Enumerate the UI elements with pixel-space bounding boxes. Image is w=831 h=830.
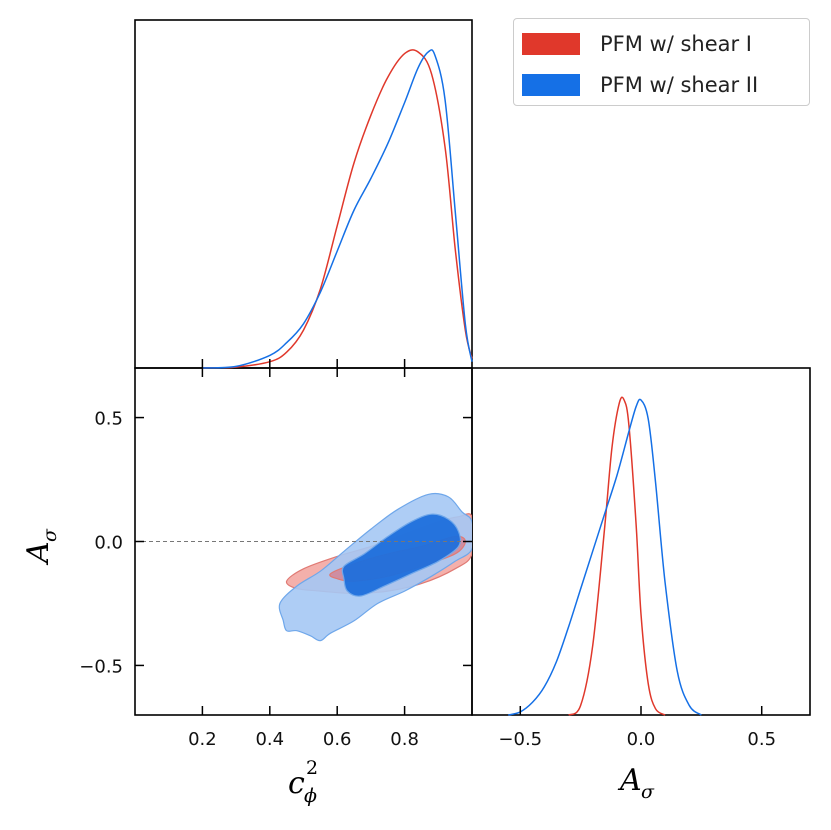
marginal-c-phi2-curves bbox=[202, 49, 473, 369]
curve-c-phi2-shear-i bbox=[202, 49, 473, 369]
y-axis-label-A-sigma: A σ bbox=[21, 528, 61, 566]
x-tick-label-c-phi2: 0.8 bbox=[390, 729, 419, 750]
legend: PFM w/ shear I PFM w/ shear II bbox=[513, 18, 810, 106]
joint-contours bbox=[278, 492, 472, 642]
x-tick-label-c-phi2: 0.4 bbox=[255, 729, 284, 750]
x-tick-label-A-sigma: 0.0 bbox=[627, 729, 656, 750]
axis-ticks: 0.2 0.4 0.6 0.8 0.5 0.0 −0.5 −0.5 0.0 0.5 bbox=[79, 359, 776, 750]
panel-marginal-A-sigma bbox=[471, 367, 811, 716]
panel-marginal-c-phi2 bbox=[134, 19, 473, 369]
legend-swatch-shear-i bbox=[522, 33, 580, 55]
marginal-A-sigma-curves bbox=[508, 396, 702, 716]
legend-label-shear-ii: PFM w/ shear II bbox=[600, 73, 759, 97]
curve-A-sigma-shear-ii bbox=[508, 398, 702, 716]
legend-entry-shear-i: PFM w/ shear I bbox=[522, 29, 752, 59]
x-tick-label-c-phi2: 0.6 bbox=[323, 729, 352, 750]
x-axis-label-subscript: ϕ bbox=[304, 785, 317, 807]
x-axis-label-A-sigma: A bbox=[617, 763, 642, 798]
legend-swatch-shear-ii bbox=[522, 74, 580, 96]
curve-A-sigma-shear-i bbox=[568, 396, 666, 716]
y-tick-label-A-sigma: 0.0 bbox=[94, 533, 123, 554]
svg-text:σ: σ bbox=[39, 528, 61, 542]
x-axis-label-A-sigma-subscript: σ bbox=[641, 781, 655, 803]
x-axis-label-exponent: 2 bbox=[306, 757, 318, 779]
y-tick-label-A-sigma: 0.5 bbox=[94, 409, 123, 430]
x-tick-label-A-sigma: 0.5 bbox=[747, 729, 776, 750]
legend-label-shear-i: PFM w/ shear I bbox=[600, 32, 753, 56]
x-tick-label-c-phi2: 0.2 bbox=[188, 729, 217, 750]
contour-shear-ii-68 bbox=[341, 513, 462, 597]
y-tick-label-A-sigma: −0.5 bbox=[79, 656, 123, 677]
curve-c-phi2-shear-ii bbox=[202, 49, 473, 369]
svg-text:A: A bbox=[21, 541, 56, 566]
legend-entry-shear-ii: PFM w/ shear II bbox=[522, 70, 758, 100]
x-tick-label-A-sigma: −0.5 bbox=[498, 729, 542, 750]
x-axis-label-c-phi2: c bbox=[288, 766, 305, 801]
